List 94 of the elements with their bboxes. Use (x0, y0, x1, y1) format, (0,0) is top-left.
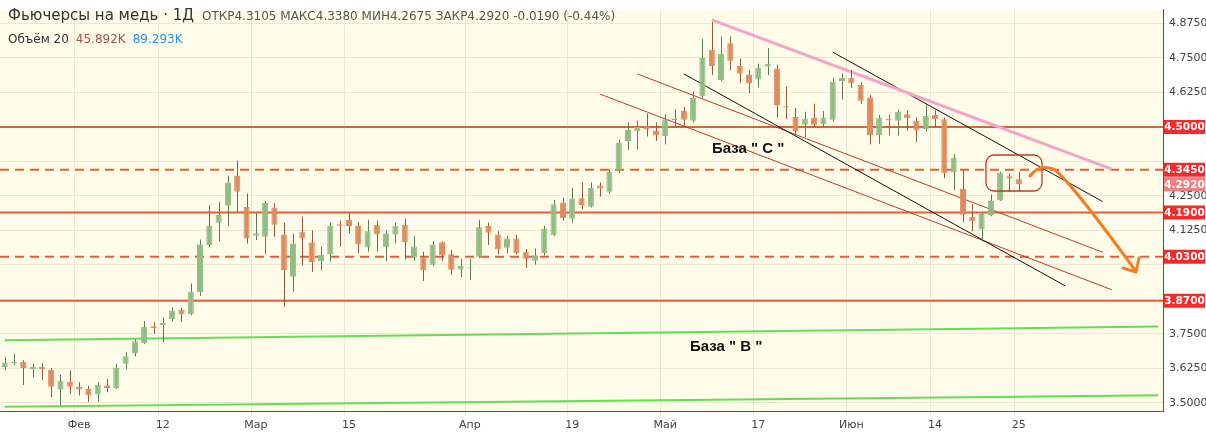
candlestick (485, 222, 492, 246)
candlestick (206, 204, 213, 248)
candlestick (373, 220, 380, 253)
y-tick-label: 3.5000 (1169, 395, 1206, 409)
x-tick-label: 15 (341, 418, 356, 432)
candlestick (680, 106, 687, 127)
candlestick (587, 181, 594, 209)
y-tick-label: 4.8750 (1169, 16, 1206, 30)
candlestick (392, 222, 399, 244)
y-tick-label: 4.2500 (1169, 188, 1206, 202)
candlestick (383, 229, 390, 262)
x-tick-label: Фев (67, 418, 91, 432)
y-tick-label: 4.6250 (1169, 85, 1206, 99)
candlestick (801, 111, 808, 138)
annotation: 4.2920 (1164, 177, 1205, 190)
candlestick (522, 248, 529, 269)
x-tick-label: 14 (928, 418, 943, 432)
ref-line-label: 4.0300 (1164, 249, 1205, 262)
candlestick (745, 69, 753, 94)
candlestick (364, 219, 371, 253)
x-tick-label: 12 (155, 418, 170, 432)
chart-title: Фьючерсы на медь · 1Д (8, 6, 194, 24)
candlestick (736, 58, 743, 84)
candlestick (345, 211, 352, 234)
y-tick-label: 4.7500 (1169, 50, 1206, 64)
candlestick (950, 153, 957, 191)
candlestick (141, 320, 148, 345)
candlestick (308, 229, 315, 273)
candlestick (978, 211, 985, 243)
candlestick (20, 359, 27, 386)
candlestick (811, 103, 818, 128)
ref-line-label: 3.8700 (1164, 294, 1205, 307)
candlestick (513, 234, 520, 255)
candlestick (252, 212, 259, 241)
candlestick (559, 197, 566, 221)
candlestick (57, 374, 64, 406)
x-tick-label: 25 (1011, 418, 1026, 432)
candlestick (717, 35, 725, 82)
candlestick (876, 114, 883, 145)
candlestick (894, 109, 901, 136)
x-tick-label: Июн (838, 418, 864, 432)
candlestick (727, 35, 734, 71)
candlestick (755, 63, 762, 88)
candlestick (494, 230, 501, 255)
candlestick (624, 122, 632, 151)
y-tick-label: 3.6250 (1169, 361, 1206, 375)
candlestick (541, 225, 548, 257)
candlestick (857, 81, 864, 105)
candlestick (606, 169, 613, 194)
candlestick (690, 90, 697, 123)
annotation: 89.293K (132, 32, 183, 46)
candlestick (113, 363, 120, 390)
y-tick-label: 3.7500 (1169, 326, 1206, 340)
candlestick (569, 187, 576, 224)
candlestick (448, 249, 455, 276)
candlestick (922, 104, 929, 132)
annotation: Объём 20 (8, 32, 69, 46)
candlestick (708, 21, 715, 76)
candlestick (271, 202, 278, 238)
candlestick (987, 193, 994, 217)
annotation: База " В " (690, 337, 763, 354)
ref-line-label: 4.5000 (1164, 120, 1205, 133)
ref-line-label: 4.3450 (1164, 162, 1205, 175)
x-tick-label: Апр (459, 418, 481, 432)
candlestick (1015, 171, 1022, 192)
candlestick (401, 218, 408, 261)
x-tick-label: 17 (751, 418, 766, 432)
ref-line-label: 4.1900 (1164, 205, 1205, 218)
chart-subtitle: ОТКР4.3105 МАКС4.3380 МИН4.2675 ЗАКР4.2920 -0.0190 (-0.44%) (201, 9, 616, 23)
candlestick (578, 181, 585, 210)
candlestick (913, 117, 920, 143)
candlestick (429, 240, 436, 267)
annotation: База " С " (712, 139, 785, 156)
candlestick (457, 258, 464, 278)
x-tick-label: Май (653, 418, 677, 432)
candlestick (48, 367, 55, 398)
candlestick (662, 113, 669, 145)
candlestick (764, 47, 771, 76)
candlestick (234, 160, 241, 213)
x-tick-label: 19 (565, 418, 580, 432)
candlestick (215, 201, 222, 242)
x-tick-label: Мар (244, 418, 268, 432)
candlestick (187, 282, 194, 316)
y-tick-label: 4.1250 (1169, 223, 1206, 237)
candlestick (959, 170, 967, 223)
candlestick (355, 221, 362, 254)
annotation: 45.892K (75, 32, 126, 46)
candlestick (224, 175, 232, 227)
candlestick (66, 369, 73, 395)
candlestick (410, 235, 418, 262)
candlestick (792, 107, 799, 135)
candlestick (420, 251, 427, 282)
candlestick (643, 113, 650, 138)
candlestick (438, 240, 446, 262)
